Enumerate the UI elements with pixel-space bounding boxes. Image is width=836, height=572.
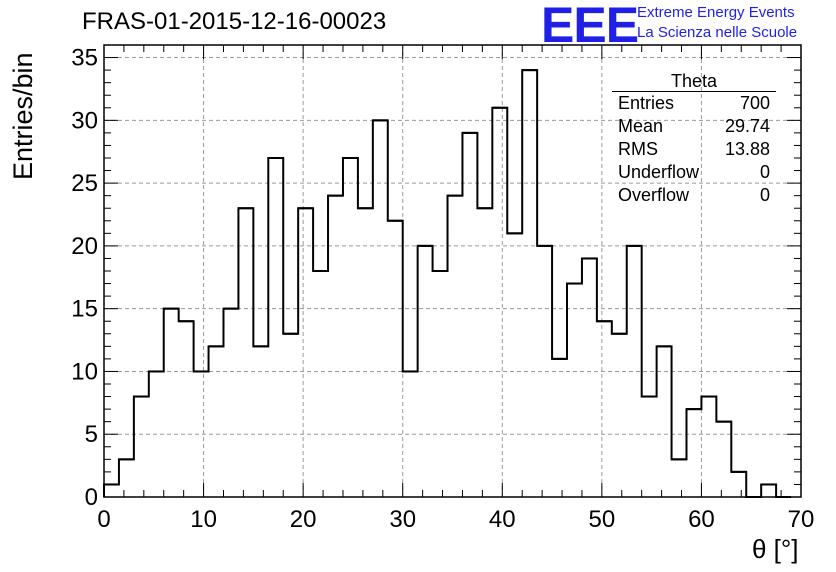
stats-row-entries: Entries 700 <box>612 92 776 115</box>
stats-label: RMS <box>618 139 658 159</box>
chart-title: FRAS-01-2015-12-16-00023 <box>82 8 387 35</box>
y-tick-label: 30 <box>71 107 98 134</box>
stats-row-rms: RMS 13.88 <box>612 138 776 161</box>
histogram-outline <box>103 69 792 498</box>
stats-label: Entries <box>618 93 675 113</box>
stats-row-overflow: Overflow 0 <box>612 184 776 207</box>
stats-value: 29.74 <box>724 116 770 136</box>
stats-box: Theta Entries 700 Mean 29.74 RMS 13.88 U… <box>612 72 776 207</box>
stats-label: Overflow <box>618 185 690 205</box>
stats-row-underflow: Underflow 0 <box>612 161 776 184</box>
stats-label: Mean <box>618 116 664 136</box>
y-tick-label: 15 <box>71 296 98 323</box>
stats-value: 0 <box>759 162 770 182</box>
y-tick-label: 5 <box>85 421 98 448</box>
y-tick-label: 20 <box>71 233 98 260</box>
stats-title: Theta <box>612 72 776 92</box>
x-tick-label: 0 <box>97 506 110 533</box>
stats-value: 700 <box>739 93 770 113</box>
x-tick-label: 50 <box>589 506 616 533</box>
stats-label: Underflow <box>618 162 700 182</box>
logo-line-1: Extreme Energy Events <box>637 4 795 21</box>
x-tick-label: 10 <box>190 506 217 533</box>
x-tick-label: 20 <box>290 506 317 533</box>
y-axis-title: Entries/bin <box>8 52 38 180</box>
y-tick-label: 25 <box>71 170 98 197</box>
x-tick-label: 60 <box>688 506 715 533</box>
x-axis-title: θ [°] <box>752 534 799 564</box>
eee-logo: EEE <box>541 0 639 53</box>
stats-value: 13.88 <box>724 139 770 159</box>
stats-value: 0 <box>759 185 770 205</box>
stats-row-mean: Mean 29.74 <box>612 115 776 138</box>
y-tick-label: 35 <box>71 45 98 72</box>
y-tick-label: 10 <box>71 358 98 385</box>
x-tick-label: 40 <box>489 506 516 533</box>
x-tick-label: 70 <box>788 506 815 533</box>
y-tick-label: 0 <box>85 484 98 511</box>
logo-line-2: La Scienza nelle Scuole <box>637 24 798 41</box>
x-tick-label: 30 <box>389 506 416 533</box>
